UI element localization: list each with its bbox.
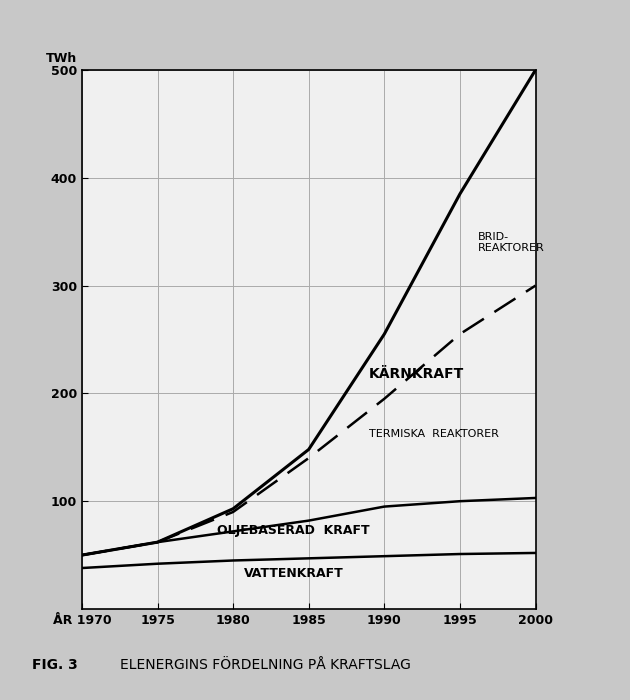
Text: BRID-
REAKTORER: BRID- REAKTORER <box>478 232 545 253</box>
Text: OLJEBASERAD  KRAFT: OLJEBASERAD KRAFT <box>217 524 370 537</box>
Text: FIG. 3: FIG. 3 <box>32 658 77 672</box>
Text: TERMISKA  REAKTORER: TERMISKA REAKTORER <box>369 429 499 440</box>
Text: KÄRNKRAFT: KÄRNKRAFT <box>369 367 464 381</box>
Text: TWh: TWh <box>45 52 77 64</box>
Text: ELENERGINS FÖRDELNING PÅ KRAFTSLAG: ELENERGINS FÖRDELNING PÅ KRAFTSLAG <box>120 658 411 672</box>
Text: VATTENKRAFT: VATTENKRAFT <box>244 567 343 580</box>
